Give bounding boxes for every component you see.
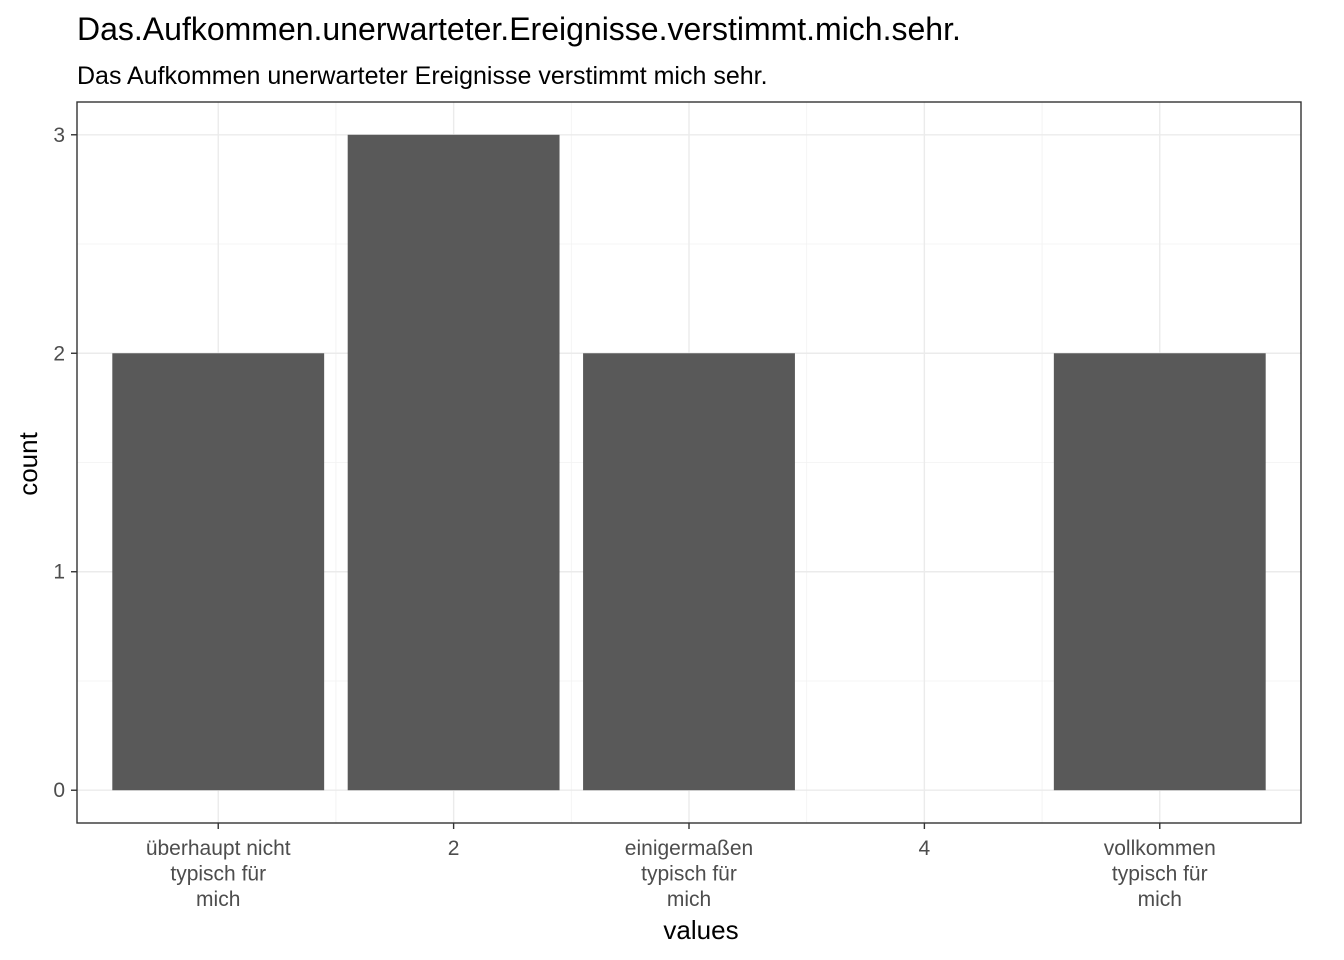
chart-title: Das.Aufkommen.unerwarteter.Ereignisse.ve…	[77, 11, 961, 47]
plot-panel: 0 1 2 3 überhaupt nicht typisch für mich 2 einig…	[53, 101, 1302, 911]
x-tick-label: vollkommen typisch für mich	[1104, 837, 1216, 911]
y-axis-title: count	[13, 431, 43, 495]
x-tick-label: überhaupt nicht typisch für mich	[146, 837, 291, 911]
x-tick-label: 4	[919, 837, 931, 860]
x-tick-label: 2	[448, 837, 460, 860]
bar-3	[583, 353, 795, 791]
chart-subtitle: Das Aufkommen unerwarteter Ereignisse ve…	[77, 62, 768, 90]
y-tick-label: 3	[53, 124, 65, 147]
bar-5	[1053, 353, 1266, 791]
y-tick-label: 1	[53, 561, 65, 584]
bar-1	[112, 353, 325, 791]
x-tick-label: einigermaßen typisch für mich	[625, 837, 753, 911]
y-tick-label: 0	[53, 779, 65, 802]
bar-2	[347, 134, 560, 791]
y-tick-label: 2	[53, 342, 65, 365]
x-axis-title: values	[663, 915, 738, 945]
